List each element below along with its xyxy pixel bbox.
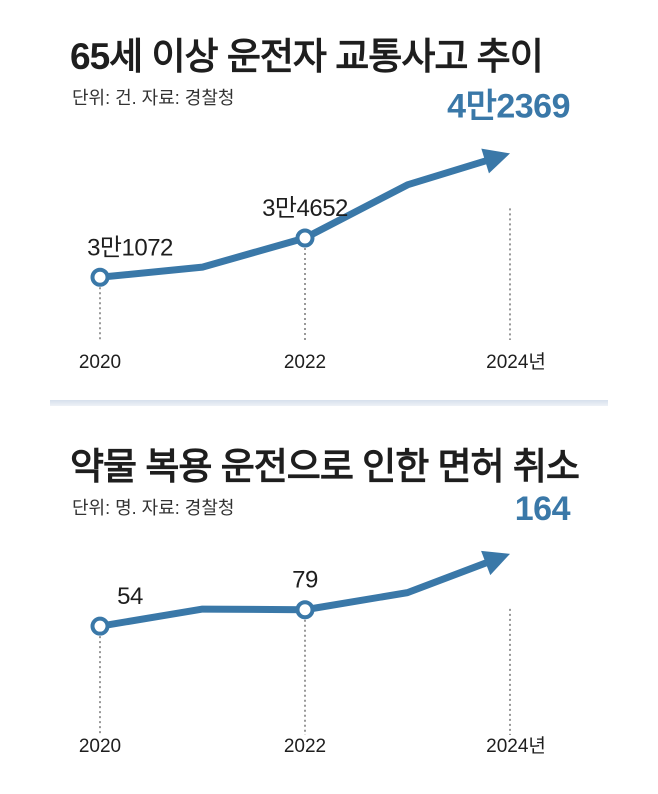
data-point-marker-2022 [295, 228, 315, 248]
data-point-marker-2022 [295, 600, 315, 620]
x-tick-label-2022: 2022 [284, 352, 326, 373]
data-label-2022: 3만4652 [262, 195, 348, 222]
x-tick-label-2020: 2020 [79, 736, 121, 757]
x-tick-label-2022: 2022 [284, 736, 326, 757]
chart-panel-elderly-accidents: 65세 이상 운전자 교통사고 추이 단위: 건. 자료: 경찰청 3만1072… [70, 36, 571, 373]
line-chart-elderly-accidents: 3만1072 3만4652 4만2369 2020 2022 2024년 [79, 87, 571, 373]
data-label-2024: 164 [515, 490, 571, 528]
data-label-2020: 54 [117, 583, 143, 610]
line-chart-drug-license-revocation: 54 79 164 2020 2022 2024년 [79, 490, 571, 757]
section-divider [50, 400, 608, 406]
chart-unit-label: 단위: 건. 자료: 경찰청 [72, 88, 235, 108]
chart-panel-drug-license-revocation: 약물 복용 운전으로 인한 면허 취소 단위: 명. 자료: 경찰청 54 79 1… [0, 410, 658, 794]
data-label-2022: 79 [292, 567, 318, 594]
chart-title: 약물 복용 운전으로 인한 면허 취소 [70, 446, 580, 487]
data-point-marker-2020 [90, 616, 110, 636]
x-tick-label-2024: 2024년 [486, 735, 546, 757]
data-point-marker-2020 [90, 267, 110, 287]
chart-unit-label: 단위: 명. 자료: 경찰청 [72, 498, 235, 518]
x-tick-label-2024: 2024년 [486, 351, 546, 373]
series-arrowhead [481, 148, 510, 174]
series-arrowhead [481, 550, 510, 576]
x-tick-label-2020: 2020 [79, 352, 121, 373]
data-label-2024: 4만2369 [447, 87, 570, 125]
data-label-2020: 3만1072 [87, 234, 173, 261]
chart-title: 65세 이상 운전자 교통사고 추이 [70, 36, 544, 77]
